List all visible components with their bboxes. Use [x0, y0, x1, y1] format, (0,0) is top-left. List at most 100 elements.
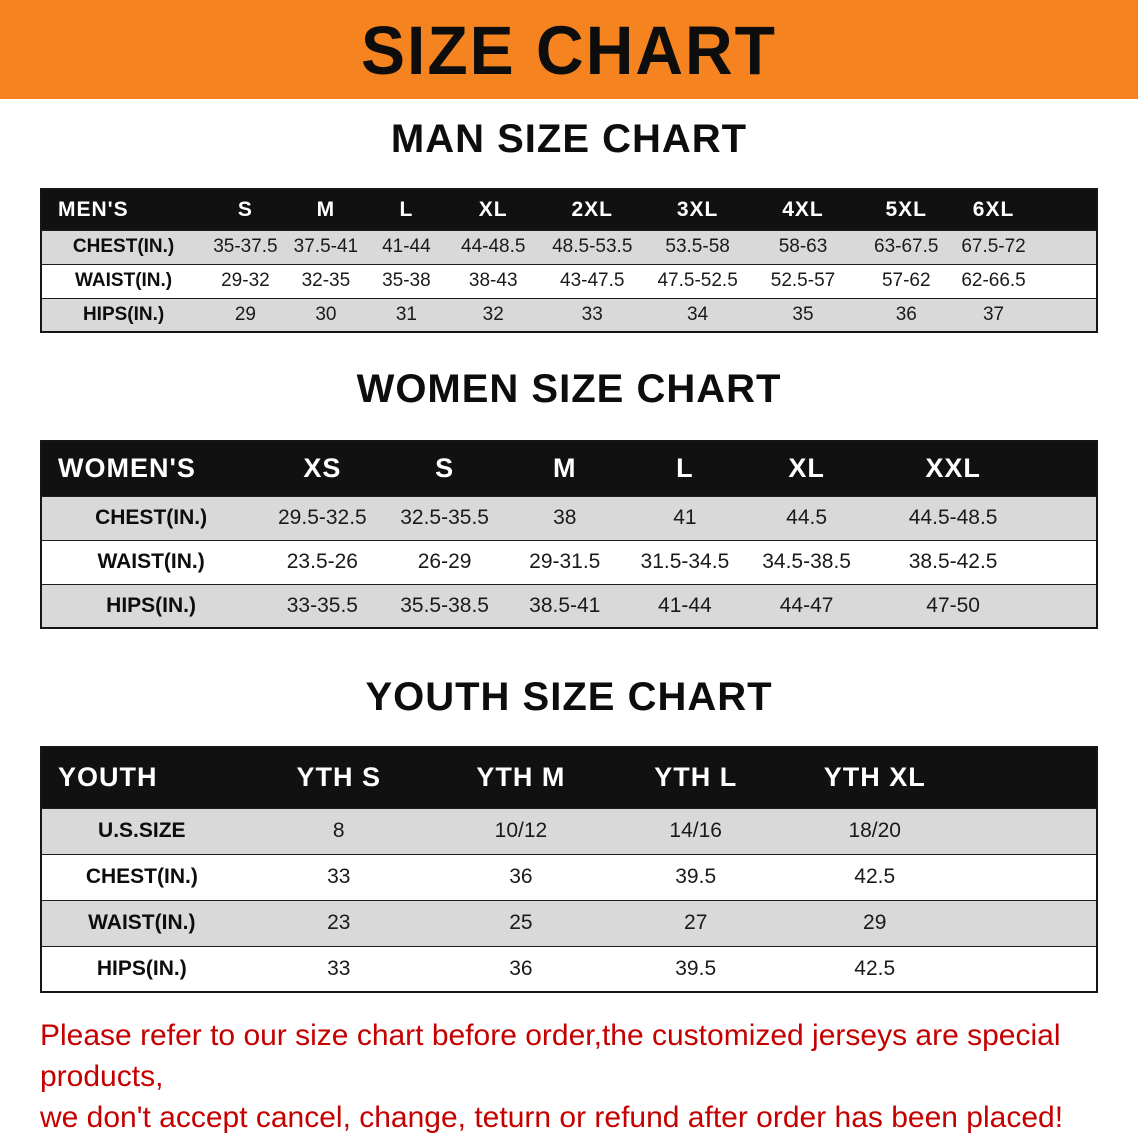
- measurement-value: 39.5: [605, 853, 786, 900]
- measurement-value: 38-43: [446, 263, 540, 298]
- measurement-value: 29.5-32.5: [260, 495, 385, 540]
- measurement-value: 31: [366, 297, 447, 332]
- size-column-header: 3XL: [644, 189, 751, 230]
- size-chart-sections: MAN SIZE CHART MEN'S S M L XL 2XL 3XL 4XL 5XL 6XL C…: [0, 117, 1138, 993]
- women-size-section: WOMEN SIZE CHART WOMEN'S XS S M L XL XXL CHEST(I…: [40, 367, 1098, 629]
- measurement-label: CHEST(IN.): [41, 229, 206, 264]
- disclaimer-line-2: we don't accept cancel, change, teturn o…: [40, 1101, 1064, 1134]
- measurement-value: 32.5-35.5: [384, 495, 505, 540]
- women-section-heading: WOMEN SIZE CHART: [356, 367, 782, 411]
- measurement-value: 41-44: [366, 229, 447, 264]
- measurement-row: CHEST(IN.) 29.5-32.5 32.5-35.5 38 41 44.5 44.5…: [41, 495, 1097, 540]
- measurement-value: 48.5-53.5: [539, 229, 645, 264]
- measurement-row: HIPS(IN.) 33 36 39.5 42.5: [41, 945, 1097, 992]
- measurement-row: HIPS(IN.) 29 30 31 32 33 34 35 36 37: [41, 297, 1097, 332]
- size-column-header: YTH XL: [785, 747, 1097, 808]
- measurement-label: U.S.SIZE: [41, 807, 242, 854]
- measurement-value: 29-31.5: [504, 539, 625, 584]
- measurement-value: 8: [241, 807, 436, 854]
- measurement-label: HIPS(IN.): [41, 297, 206, 332]
- measurement-value: 37.5-41: [285, 229, 367, 264]
- measurement-value: 53.5-58: [644, 229, 751, 264]
- size-chart-banner: SIZE CHART: [0, 0, 1138, 99]
- measurement-value: 33: [241, 945, 436, 992]
- measurement-value: 34: [644, 297, 751, 332]
- measurement-value: 14/16: [605, 807, 786, 854]
- measurement-value: 35-37.5: [205, 229, 286, 264]
- measurement-row: CHEST(IN.) 33 36 39.5 42.5: [41, 853, 1097, 900]
- measurement-value: 26-29: [384, 539, 505, 584]
- measurement-value: 52.5-57: [750, 263, 856, 298]
- measurement-value: 37: [957, 297, 1097, 332]
- measurement-value: 42.5: [785, 945, 1097, 992]
- men-size-table: MEN'S S M L XL 2XL 3XL 4XL 5XL 6XL CHEST(IN.) 35-37…: [40, 188, 1098, 333]
- measurement-row: WAIST(IN.) 29-32 32-35 35-38 38-43 43-47.5 47.…: [41, 263, 1097, 298]
- size-column-header: S: [384, 441, 505, 496]
- measurement-value: 44-47: [744, 583, 869, 628]
- size-column-header: 4XL: [750, 189, 856, 230]
- measurement-label: HIPS(IN.): [41, 945, 242, 992]
- size-column-header: YTH M: [435, 747, 606, 808]
- measurement-value: 62-66.5: [957, 263, 1097, 298]
- measurement-row: U.S.SIZE 8 10/12 14/16 18/20: [41, 807, 1097, 854]
- measurement-value: 33: [539, 297, 645, 332]
- measurement-row: WAIST(IN.) 23 25 27 29: [41, 899, 1097, 946]
- disclaimer: Please refer to our size chart before or…: [0, 993, 1138, 1138]
- measurement-row: CHEST(IN.) 35-37.5 37.5-41 41-44 44-48.5 48.5…: [41, 229, 1097, 264]
- women-table-title: WOMEN'S: [41, 441, 261, 496]
- measurement-row: WAIST(IN.) 23.5-26 26-29 29-31.5 31.5-34.5 34…: [41, 539, 1097, 584]
- size-column-header: L: [366, 189, 447, 230]
- youth-size-table: YOUTH YTH S YTH M YTH L YTH XL U.S.SIZE 8 10/12…: [40, 746, 1098, 993]
- measurement-label: HIPS(IN.): [41, 583, 261, 628]
- measurement-value: 44.5: [744, 495, 869, 540]
- measurement-value: 38.5-41: [504, 583, 625, 628]
- size-column-header: XXL: [868, 441, 1097, 496]
- measurement-value: 27: [605, 899, 786, 946]
- size-column-header: S: [205, 189, 286, 230]
- measurement-label: WAIST(IN.): [41, 263, 206, 298]
- measurement-label: CHEST(IN.): [41, 853, 242, 900]
- measurement-value: 31.5-34.5: [624, 539, 745, 584]
- youth-header-row: YOUTH YTH S YTH M YTH L YTH XL: [41, 747, 1097, 808]
- men-section-heading: MAN SIZE CHART: [390, 117, 748, 161]
- measurement-value: 36: [435, 853, 606, 900]
- measurement-value: 47.5-52.5: [644, 263, 751, 298]
- measurement-value: 32-35: [285, 263, 367, 298]
- measurement-value: 29: [785, 899, 1097, 946]
- measurement-value: 32: [446, 297, 540, 332]
- measurement-value: 43-47.5: [539, 263, 645, 298]
- size-column-header: 6XL: [957, 189, 1097, 230]
- measurement-value: 23: [241, 899, 436, 946]
- size-column-header: L: [624, 441, 745, 496]
- size-column-header: XS: [260, 441, 385, 496]
- youth-table-title: YOUTH: [41, 747, 242, 808]
- measurement-value: 18/20: [785, 807, 1097, 854]
- measurement-value: 39.5: [605, 945, 786, 992]
- men-size-section: MAN SIZE CHART MEN'S S M L XL 2XL 3XL 4XL 5XL 6XL C…: [40, 117, 1098, 333]
- measurement-value: 36: [855, 297, 958, 332]
- measurement-value: 30: [285, 297, 367, 332]
- measurement-value: 34.5-38.5: [744, 539, 869, 584]
- measurement-row: HIPS(IN.) 33-35.5 35.5-38.5 38.5-41 41-44 44-…: [41, 583, 1097, 628]
- measurement-value: 58-63: [750, 229, 856, 264]
- measurement-value: 44.5-48.5: [868, 495, 1097, 540]
- disclaimer-line-1: Please refer to our size chart before or…: [40, 1019, 1061, 1093]
- measurement-value: 33: [241, 853, 436, 900]
- measurement-value: 36: [435, 945, 606, 992]
- measurement-value: 41: [624, 495, 745, 540]
- measurement-value: 35.5-38.5: [384, 583, 505, 628]
- measurement-value: 57-62: [855, 263, 958, 298]
- size-column-header: M: [285, 189, 367, 230]
- measurement-value: 23.5-26: [260, 539, 385, 584]
- measurement-value: 29: [205, 297, 286, 332]
- size-column-header: XL: [446, 189, 540, 230]
- measurement-value: 25: [435, 899, 606, 946]
- size-column-header: YTH L: [605, 747, 786, 808]
- women-size-table: WOMEN'S XS S M L XL XXL CHEST(IN.) 29.5-32.5 32.5…: [40, 440, 1098, 629]
- size-column-header: 2XL: [539, 189, 645, 230]
- measurement-label: WAIST(IN.): [41, 539, 261, 584]
- measurement-value: 35-38: [366, 263, 447, 298]
- measurement-label: CHEST(IN.): [41, 495, 261, 540]
- measurement-value: 33-35.5: [260, 583, 385, 628]
- measurement-value: 10/12: [435, 807, 606, 854]
